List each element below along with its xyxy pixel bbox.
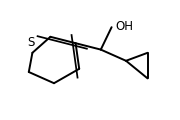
Text: S: S: [27, 36, 34, 49]
Text: OH: OH: [115, 20, 133, 33]
